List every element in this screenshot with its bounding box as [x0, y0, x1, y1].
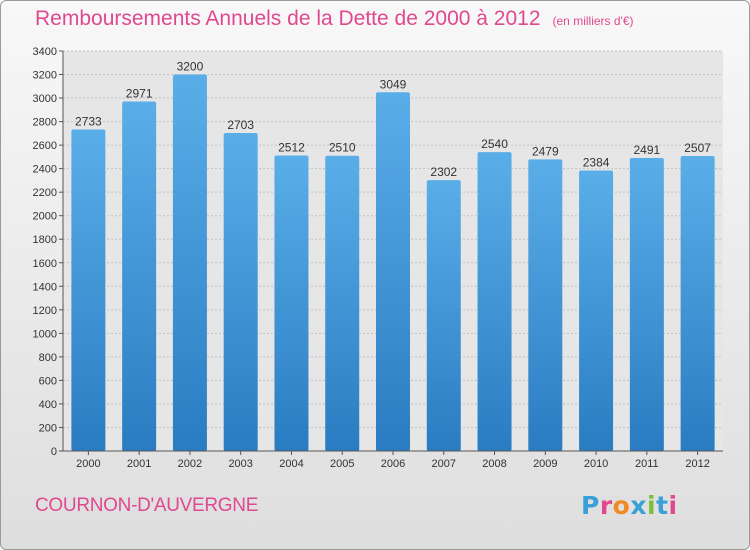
- x-tick-label: 2002: [178, 458, 202, 470]
- bar-value-label: 2479: [532, 144, 559, 158]
- y-tick-label: 1800: [33, 234, 57, 246]
- chart-title-text: Remboursements Annuels de la Dette de 20…: [35, 7, 541, 30]
- y-tick-label: 800: [39, 352, 57, 364]
- y-tick-label: 1600: [33, 258, 57, 270]
- bar-value-label: 2302: [430, 165, 457, 179]
- y-tick-label: 2600: [33, 140, 57, 152]
- logo-letter: r: [599, 491, 613, 520]
- x-tick-label: 2009: [533, 458, 557, 470]
- proxiti-logo[interactable]: Proxiti: [581, 491, 678, 520]
- bar-value-label: 2507: [684, 141, 711, 155]
- bar-2007: [426, 180, 461, 452]
- x-tick-label: 2003: [228, 458, 252, 470]
- y-tick-label: 2000: [33, 211, 57, 223]
- bar-2006: [376, 92, 410, 451]
- bar-2010: [579, 170, 614, 451]
- y-tick-label: 3200: [33, 70, 57, 82]
- logo-letter: P: [581, 491, 600, 520]
- bar-value-label: 2512: [278, 140, 305, 154]
- logo-letter: t: [656, 491, 669, 520]
- x-tick-label: 2005: [330, 458, 354, 470]
- x-tick-label: 2004: [279, 458, 303, 470]
- y-tick-label: 1200: [33, 305, 57, 317]
- x-tick-label: 2000: [76, 458, 100, 470]
- y-tick-label: 3000: [33, 93, 57, 105]
- bar-value-label: 3049: [380, 77, 407, 91]
- y-tick-label: 0: [51, 446, 57, 458]
- bar-value-label: 2971: [126, 86, 153, 100]
- x-tick-label: 2007: [432, 458, 456, 470]
- logo-letter: i: [647, 491, 657, 520]
- bar-value-label: 2540: [481, 137, 508, 151]
- chart-unit: (en milliers d'€): [552, 14, 634, 28]
- bar-2011: [629, 157, 664, 452]
- x-tick-label: 2006: [381, 458, 405, 470]
- y-tick-label: 3400: [33, 46, 57, 58]
- logo-letter: o: [612, 491, 631, 520]
- city-name: COURNON-D'AUVERGNE: [35, 495, 259, 516]
- y-tick-label: 200: [39, 422, 57, 434]
- x-tick-label: 2008: [482, 458, 506, 470]
- logo-letter: x: [630, 491, 647, 520]
- y-tick-label: 2800: [33, 117, 57, 129]
- bar-2002: [172, 74, 207, 451]
- bar-value-label: 2384: [583, 156, 610, 170]
- y-tick-label: 400: [39, 399, 57, 411]
- y-tick-label: 2400: [33, 164, 57, 176]
- bar-value-label: 2733: [75, 114, 102, 128]
- bar-value-label: 3200: [177, 60, 204, 74]
- y-tick-label: 600: [39, 375, 57, 387]
- bar-2008: [477, 152, 512, 452]
- bar-value-label: 2510: [329, 141, 356, 155]
- logo-letter: i: [668, 491, 678, 520]
- bar-2009: [528, 159, 563, 451]
- bar-2001: [122, 101, 157, 452]
- bar-2004: [274, 155, 309, 451]
- bar-2012: [680, 156, 715, 451]
- bars: 2733 2971 3200 2703 2512 2510 3049 2302 2540 2479…: [71, 60, 715, 452]
- bar-value-label: 2703: [227, 118, 254, 132]
- x-tick-label: 2012: [685, 458, 709, 470]
- y-tick-label: 1400: [33, 281, 57, 293]
- bar-2005: [325, 155, 360, 452]
- y-tick-label: 2200: [33, 187, 57, 199]
- chart-title: Remboursements Annuels de la Dette de 20…: [35, 7, 634, 31]
- x-tick-label: 2001: [127, 458, 151, 470]
- y-tick-label: 1000: [33, 328, 57, 340]
- bar-2000: [71, 129, 106, 451]
- bar-value-label: 2491: [633, 143, 660, 157]
- bar-2003: [223, 133, 258, 451]
- x-tick-label: 2010: [584, 458, 608, 470]
- y-axis: 0 200 400 600 800 1000 1200 1400 1600 1800 2000 220…: [33, 46, 64, 458]
- x-tick-label: 2011: [635, 458, 659, 470]
- x-axis: 2000 2001 2002 2003 2004 2005 2006 2007 2008 2009…: [63, 450, 723, 470]
